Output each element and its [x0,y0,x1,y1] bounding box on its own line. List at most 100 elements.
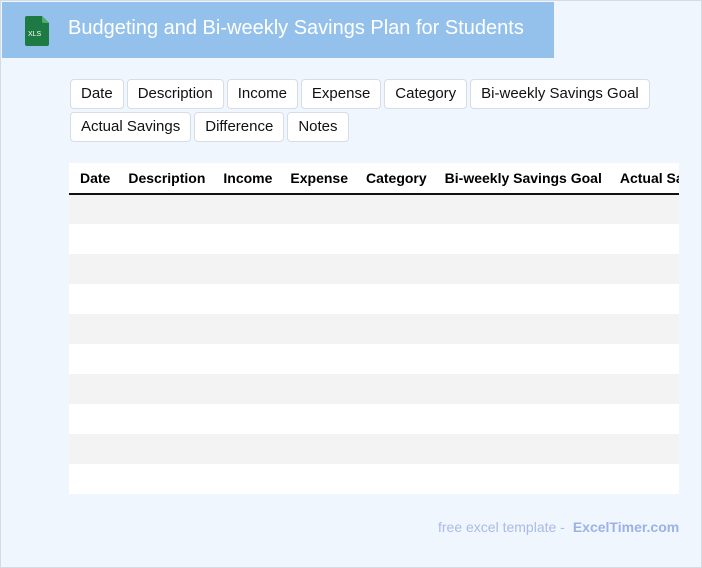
column-chip[interactable]: Difference [194,112,285,142]
table-cell[interactable] [354,374,434,404]
table-cell[interactable] [212,224,280,254]
table-cell[interactable] [212,194,280,224]
table-cell[interactable] [608,404,679,434]
table-cell[interactable] [117,284,213,314]
table-cell[interactable] [279,254,355,284]
table-cell[interactable] [117,344,213,374]
table-cell[interactable] [117,314,213,344]
table-cell[interactable] [69,224,118,254]
table-cell[interactable] [69,314,118,344]
table-cell[interactable] [354,434,434,464]
table-cell[interactable] [433,404,609,434]
table-cell[interactable] [69,194,118,224]
table-cell[interactable] [433,434,609,464]
table-cell[interactable] [69,464,118,494]
table-cell[interactable] [279,344,355,374]
table-cell[interactable] [608,194,679,224]
table-cell[interactable] [212,344,280,374]
table-cell[interactable] [117,254,213,284]
table-cell[interactable] [354,404,434,434]
table-cell[interactable] [608,224,679,254]
table-cell[interactable] [69,344,118,374]
column-chip-list: Date Description Income Expense Category Bi-w… [70,79,670,142]
table-cell[interactable] [117,224,213,254]
table-cell[interactable] [608,254,679,284]
table-cell[interactable] [69,434,118,464]
column-chip[interactable]: Income [226,79,298,109]
title-bar: XLS Budgeting and Bi-weekly Savings Plan… [2,2,554,58]
table-cell[interactable] [69,254,118,284]
table-cell[interactable] [433,344,609,374]
table-cell[interactable] [279,464,355,494]
table-cell[interactable] [354,284,434,314]
table-cell[interactable] [608,464,679,494]
column-header[interactable]: Category [354,163,434,195]
column-header[interactable]: Actual Savings [608,163,679,195]
table-cell[interactable] [117,374,213,404]
table-cell[interactable] [354,224,434,254]
table-cell[interactable] [69,374,118,404]
table-row [69,284,679,314]
table-cell[interactable] [608,284,679,314]
column-chip[interactable]: Description [126,79,224,109]
table-cell[interactable] [279,404,355,434]
table-cell[interactable] [433,254,609,284]
table-cell[interactable] [354,254,434,284]
table-cell[interactable] [279,284,355,314]
table-cell[interactable] [117,194,213,224]
column-header[interactable]: Date [69,163,118,195]
column-chip[interactable]: Category [384,79,468,109]
table-cell[interactable] [117,464,213,494]
table-cell[interactable] [279,314,355,344]
table-cell[interactable] [212,434,280,464]
table-cell[interactable] [354,194,434,224]
table-cell[interactable] [433,314,609,344]
table-cell[interactable] [608,344,679,374]
table-cell[interactable] [433,374,609,404]
table-cell[interactable] [69,284,118,314]
table-row [69,464,679,494]
table-cell[interactable] [433,194,609,224]
table-cell[interactable] [354,344,434,374]
column-header[interactable]: Income [212,163,280,195]
column-chip[interactable]: Bi-weekly Savings Goal [470,79,650,109]
table-row [69,344,679,374]
column-header[interactable]: Description [117,163,213,195]
table-cell[interactable] [212,284,280,314]
table-cell[interactable] [279,194,355,224]
table-cell[interactable] [433,224,609,254]
table-cell[interactable] [433,284,609,314]
table-cell[interactable] [117,404,213,434]
table-cell[interactable] [279,434,355,464]
column-chip[interactable]: Date [70,79,124,109]
table-row [69,404,679,434]
table-row [69,314,679,344]
table-cell[interactable] [117,434,213,464]
table-cell[interactable] [608,314,679,344]
table-cell[interactable] [354,464,434,494]
page-title: Budgeting and Bi-weekly Savings Plan for… [68,17,524,39]
table-cell[interactable] [279,224,355,254]
table-cell[interactable] [433,464,609,494]
table-cell[interactable] [212,254,280,284]
column-chip[interactable]: Notes [287,112,349,142]
table-cell[interactable] [212,374,280,404]
table-cell[interactable] [212,314,280,344]
table-cell[interactable] [608,434,679,464]
data-table-container[interactable]: Date Description Income Expense Category Bi-w… [69,163,679,494]
table-cell[interactable] [608,374,679,404]
table-cell[interactable] [354,314,434,344]
column-chip[interactable]: Actual Savings [70,112,192,142]
column-header[interactable]: Bi-weekly Savings Goal [433,163,609,195]
table-cell[interactable] [212,404,280,434]
table-cell[interactable] [279,374,355,404]
column-header[interactable]: Expense [279,163,355,195]
table-row [69,194,679,224]
svg-text:XLS: XLS [28,31,42,38]
footer-brand-link[interactable]: ExcelTimer.com [572,519,680,535]
table-row [69,224,679,254]
table-cell[interactable] [69,404,118,434]
table-cell[interactable] [212,464,280,494]
column-chip[interactable]: Expense [300,79,382,109]
